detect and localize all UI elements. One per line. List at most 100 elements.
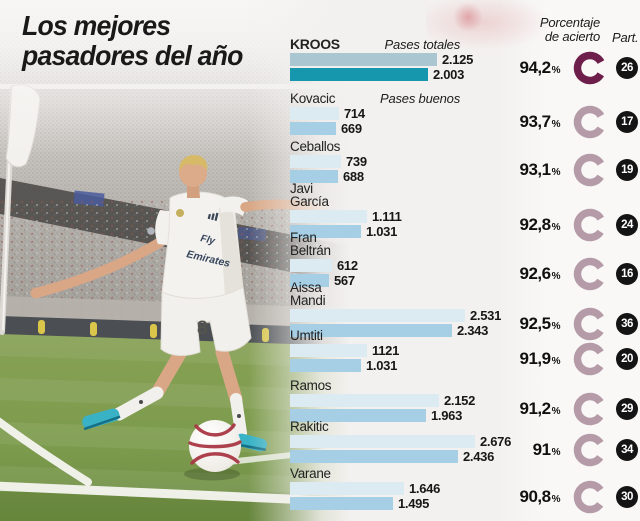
accuracy-number: 93,7 [519, 112, 552, 131]
participation-badge: 17 [616, 111, 638, 133]
accuracy-column-header: Porcentaje de acierto [474, 16, 600, 43]
good-passes-value: 2.343 [457, 323, 489, 338]
accuracy-number: 92,8 [519, 215, 552, 234]
player-row: Javi García 1.111 1.031 92,8% 24 [288, 181, 640, 242]
total-passes-barline: 1.111 [288, 209, 640, 224]
good-passes-barline: 1.963 [288, 408, 640, 423]
player-name-line: Javi [290, 181, 313, 196]
total-passes-bar [290, 435, 475, 448]
accuracy-number: 91,2 [519, 399, 552, 418]
good-passes-bar [290, 409, 426, 422]
participation-badge: 34 [616, 439, 638, 461]
good-passes-barline: 2.343 [288, 323, 640, 338]
good-passes-barline: 1.031 [288, 224, 640, 239]
accuracy-number: 94,2 [519, 58, 552, 77]
participation-badge: 36 [616, 313, 638, 335]
total-passes-barline: 714 [288, 106, 640, 121]
good-passes-bar [290, 450, 458, 463]
player-row: Ceballos 739 688 93,1% 19 [288, 140, 640, 187]
total-passes-barline: 739 [288, 154, 640, 169]
good-passes-value: 688 [343, 169, 364, 184]
total-passes-bar [290, 155, 341, 168]
player-row: Aissa Mandi 2.531 2.343 92,5% 36 [288, 281, 640, 341]
good-passes-bar [290, 359, 361, 372]
accuracy-ring-icon [573, 480, 607, 514]
player-row: Fran Beltrán 612 567 92,6% 16 [288, 231, 640, 291]
total-passes-barline: 2.152 [288, 393, 640, 408]
player-name: Ceballos [290, 140, 640, 154]
good-passes-barline: 2.436 [288, 449, 640, 464]
good-passes-bar [290, 497, 393, 510]
total-passes-value: 2.125 [442, 52, 474, 67]
accuracy-ring-icon [573, 153, 607, 187]
good-passes-barline: 1.495 [288, 496, 640, 511]
accuracy-ring-icon [573, 208, 607, 242]
total-passes-value: 2.152 [444, 393, 476, 408]
player-name: Javi García [290, 181, 640, 209]
total-passes-barline: 2.125 [288, 52, 640, 67]
accuracy-number: 93,1 [519, 160, 552, 179]
participation-badge: 29 [616, 398, 638, 420]
player-row: Umtiti 1121 1.031 91,9% 20 [288, 328, 640, 376]
series-label: Pases totales [384, 37, 461, 52]
percent-sign: % [551, 65, 561, 76]
series-label: Pases buenos [380, 91, 460, 106]
player-name: Rakitic [290, 420, 640, 434]
total-passes-bar [290, 344, 367, 357]
participation-badge: 16 [616, 263, 638, 285]
accuracy-ring-icon [573, 307, 607, 341]
percent-sign: % [551, 321, 561, 332]
good-passes-bar [290, 122, 336, 135]
participation-badge: 19 [616, 159, 638, 181]
accuracy-ring-icon [573, 51, 607, 85]
good-passes-value: 2.436 [463, 449, 495, 464]
player-name-line: KROOS [290, 36, 340, 52]
good-passes-barline: 1.031 [288, 358, 640, 373]
accuracy-header-line: de acierto [544, 28, 600, 44]
accuracy-value: 93,7% [474, 111, 561, 136]
participation-badge: 20 [616, 348, 638, 370]
player-name: Umtiti [290, 328, 640, 343]
faded-logo-blob [426, 0, 551, 50]
page-title: Los mejores pasadores del año [22, 11, 243, 71]
total-passes-bar [290, 259, 332, 272]
good-passes-barline: 567 [288, 273, 640, 288]
good-passes-value: 1.963 [431, 408, 463, 423]
player-name-line: Varane [290, 466, 331, 481]
total-passes-bar [290, 482, 404, 495]
total-passes-bar [290, 394, 439, 407]
player-row: Rakitic 2.676 2.436 91% 34 [288, 420, 640, 467]
accuracy-value: 92,8% [474, 214, 561, 239]
total-passes-value: 1.646 [409, 481, 441, 496]
accuracy-ring-icon [573, 342, 607, 376]
accuracy-value: 94,2% [474, 57, 561, 82]
player-name-line: Mandi [290, 293, 326, 308]
good-passes-barline: 688 [288, 169, 640, 184]
accuracy-number: 92,6 [519, 264, 552, 283]
accuracy-ring-icon [573, 257, 607, 291]
player-name-line: Kovacic [290, 91, 336, 106]
player-row: Varane 1.646 1.495 90,8% 30 [288, 466, 640, 514]
percent-sign: % [551, 494, 561, 505]
accuracy-value: 92,6% [474, 263, 561, 288]
percent-sign: % [551, 447, 561, 458]
good-passes-bar [290, 225, 361, 238]
total-passes-barline: 2.531 [288, 308, 640, 323]
total-passes-value: 1.111 [372, 209, 402, 224]
player-row: KROOS Pases totales 2.125 2.003 94,2% 26 [288, 36, 640, 85]
good-passes-bar [290, 274, 329, 287]
total-passes-value: 739 [346, 154, 367, 169]
player-name: Varane [290, 466, 640, 481]
player-name-line: Umtiti [290, 328, 323, 343]
total-passes-value: 714 [344, 106, 365, 121]
total-passes-bar [290, 107, 339, 120]
percent-sign: % [551, 119, 561, 130]
participation-badge: 24 [616, 214, 638, 236]
total-passes-barline: 612 [288, 258, 640, 273]
right-column-haze [498, 0, 640, 521]
player-name: KROOS [290, 36, 640, 52]
player-name: Fran Beltrán [290, 231, 640, 258]
accuracy-value: 91,2% [474, 398, 561, 423]
good-passes-value: 1.031 [366, 358, 398, 373]
